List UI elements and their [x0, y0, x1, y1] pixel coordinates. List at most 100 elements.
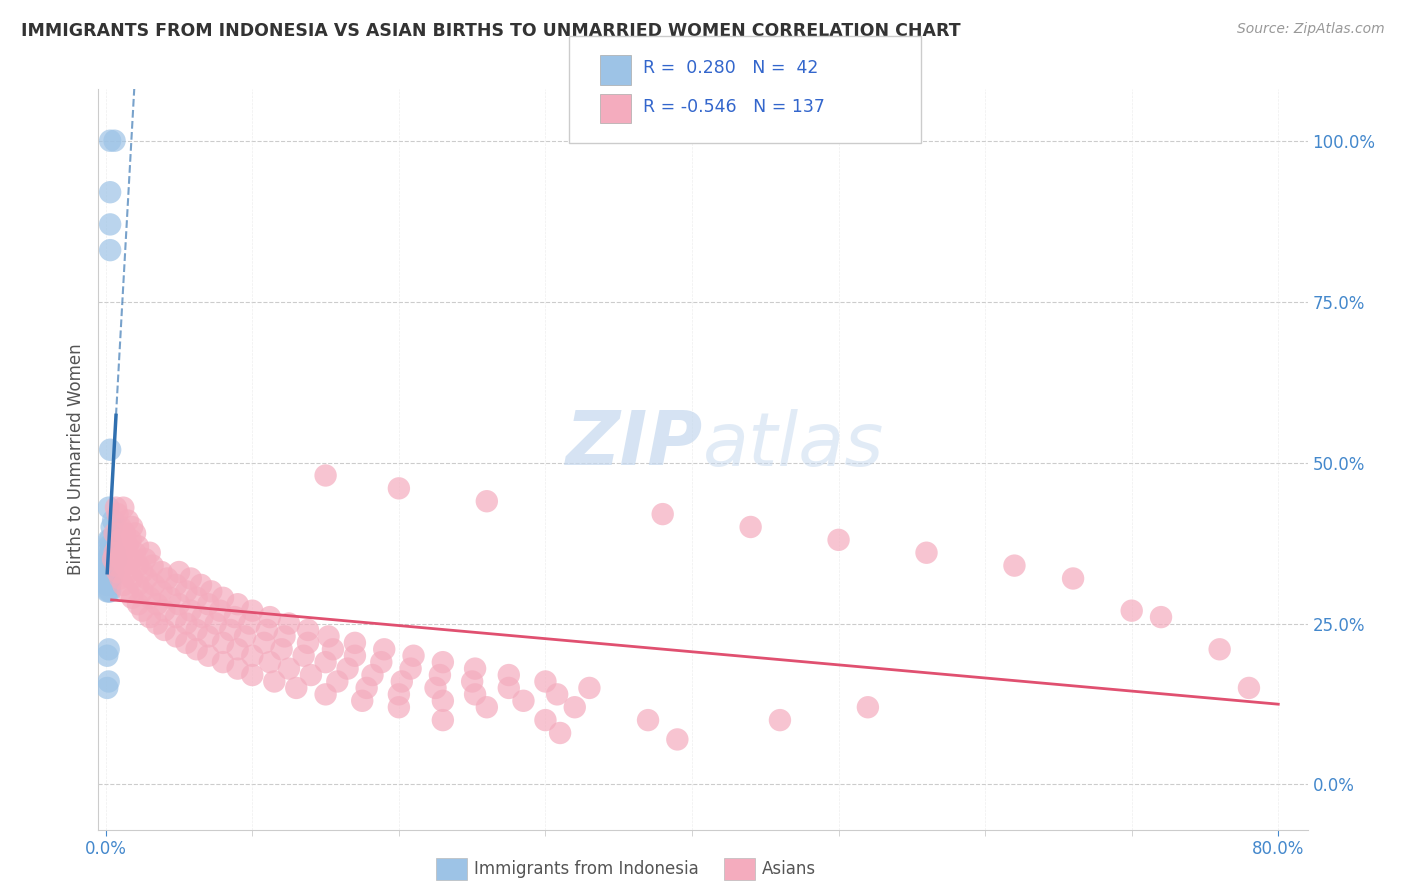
Point — [343, 636, 366, 650]
Point — [110, 520, 132, 534]
Point — [127, 597, 149, 611]
Point — [98, 218, 121, 232]
Point — [117, 539, 139, 553]
Point — [124, 546, 146, 560]
Point — [197, 648, 219, 663]
Point — [96, 572, 118, 586]
Point — [270, 642, 292, 657]
Point — [200, 584, 222, 599]
Point — [259, 655, 281, 669]
Point — [180, 572, 202, 586]
Point — [226, 642, 249, 657]
Point — [100, 572, 122, 586]
Point — [121, 520, 143, 534]
Point — [134, 552, 156, 566]
Point — [212, 636, 235, 650]
Point — [98, 185, 121, 199]
Point — [101, 552, 124, 566]
Point — [105, 558, 128, 573]
Point — [96, 552, 118, 566]
Point — [100, 552, 122, 566]
Point — [226, 662, 249, 676]
Point — [165, 629, 187, 643]
Point — [103, 546, 125, 560]
Point — [98, 243, 121, 257]
Point — [1237, 681, 1260, 695]
Point — [96, 546, 118, 560]
Point — [117, 514, 139, 528]
Point — [153, 604, 176, 618]
Point — [96, 565, 118, 579]
Point — [131, 584, 153, 599]
Point — [96, 584, 118, 599]
Point — [142, 558, 165, 573]
Point — [315, 655, 337, 669]
Point — [253, 636, 276, 650]
Point — [110, 552, 132, 566]
Text: IMMIGRANTS FROM INDONESIA VS ASIAN BIRTHS TO UNMARRIED WOMEN CORRELATION CHART: IMMIGRANTS FROM INDONESIA VS ASIAN BIRTH… — [21, 22, 960, 40]
Point — [98, 442, 121, 457]
Point — [138, 546, 160, 560]
Point — [156, 572, 179, 586]
Point — [186, 591, 208, 605]
Point — [112, 578, 135, 592]
Point — [98, 546, 121, 560]
Point — [498, 668, 520, 682]
Text: Source: ZipAtlas.com: Source: ZipAtlas.com — [1237, 22, 1385, 37]
Point — [120, 533, 142, 547]
Point — [464, 687, 486, 701]
Point — [100, 520, 122, 534]
Point — [97, 539, 120, 553]
Point — [96, 681, 118, 695]
Point — [107, 539, 129, 553]
Point — [285, 681, 308, 695]
Point — [165, 578, 187, 592]
Point — [107, 507, 129, 521]
Point — [356, 681, 378, 695]
Point — [167, 565, 190, 579]
Point — [98, 134, 121, 148]
Point — [146, 597, 169, 611]
Point — [96, 558, 118, 573]
Point — [388, 481, 411, 495]
Point — [97, 572, 120, 586]
Point — [98, 578, 121, 592]
Point — [373, 642, 395, 657]
Point — [297, 623, 319, 637]
Point — [1121, 604, 1143, 618]
Point — [352, 694, 374, 708]
Point — [197, 629, 219, 643]
Text: Immigrants from Indonesia: Immigrants from Indonesia — [474, 860, 699, 878]
Point — [105, 552, 128, 566]
Point — [212, 655, 235, 669]
Point — [432, 713, 454, 727]
Point — [98, 584, 121, 599]
Point — [131, 604, 153, 618]
Point — [651, 507, 673, 521]
Point — [425, 681, 447, 695]
Point — [827, 533, 849, 547]
Point — [1062, 572, 1084, 586]
Point — [143, 578, 166, 592]
Point — [124, 526, 146, 541]
Point — [97, 578, 120, 592]
Point — [212, 591, 235, 605]
Point — [226, 597, 249, 611]
Point — [429, 668, 451, 682]
Point — [534, 674, 557, 689]
Point — [361, 668, 384, 682]
Point — [336, 662, 359, 676]
Point — [110, 533, 132, 547]
Point — [101, 514, 124, 528]
Point — [103, 526, 125, 541]
Point — [191, 610, 214, 624]
Point — [153, 623, 176, 637]
Point — [546, 687, 568, 701]
Point — [97, 533, 120, 547]
Point — [190, 578, 212, 592]
Point — [138, 610, 160, 624]
Point — [224, 610, 246, 624]
Point — [121, 591, 143, 605]
Point — [97, 674, 120, 689]
Point — [146, 616, 169, 631]
